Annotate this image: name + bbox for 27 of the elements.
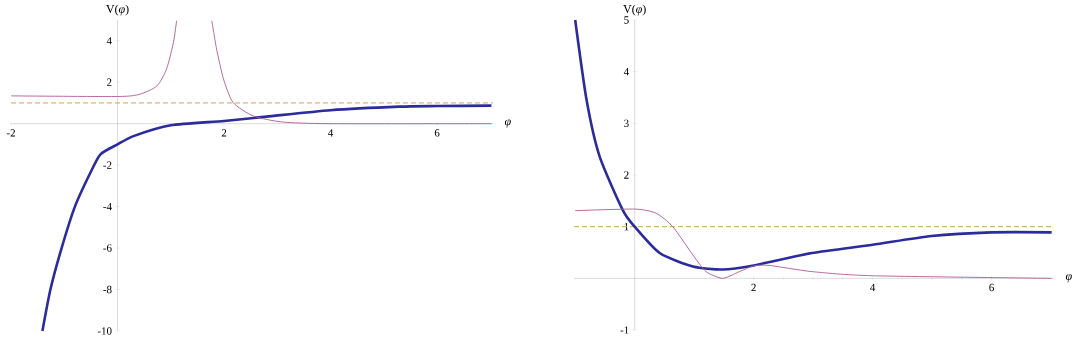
y-tick-label: -1	[620, 326, 629, 334]
y-tick-label: 4	[106, 37, 112, 45]
y-tick-label: -10	[97, 327, 112, 335]
x-tick-label: 6	[434, 129, 440, 137]
x-tick-label: -2	[6, 129, 15, 137]
x-tick-label: 6	[989, 283, 994, 292]
line-series	[573, 18, 1053, 271]
x-tick-label: 2	[221, 129, 227, 137]
y-tick-label: -6	[103, 244, 112, 252]
x-axis-title: φ	[504, 119, 511, 128]
y-tick-label: 2	[624, 171, 629, 179]
y-tick-label: 4	[623, 68, 629, 76]
x-tick-label: 2	[751, 283, 756, 292]
x-axis-title: φ	[1065, 274, 1072, 283]
y-tick-label: -4	[103, 203, 112, 211]
y-tick-label: 2	[107, 78, 112, 86]
x-tick-label: 4	[328, 129, 334, 137]
y-tick-label: -8	[103, 285, 112, 294]
y-tick-label: -2	[103, 161, 112, 169]
line-series	[41, 104, 493, 333]
y-axis-title: V(φ)	[623, 4, 646, 16]
y-axis-title: V(φ)	[106, 4, 129, 16]
line-series	[574, 208, 1053, 279]
y-tick-label: 5	[624, 16, 629, 24]
y-tick-label: 1	[624, 223, 629, 231]
x-tick-label: 4	[870, 283, 876, 292]
y-tick-label: 3	[624, 119, 629, 128]
